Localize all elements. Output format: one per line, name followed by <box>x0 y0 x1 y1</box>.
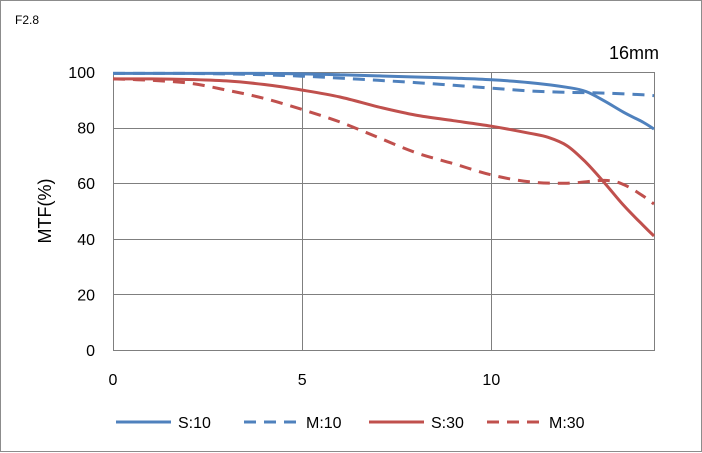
series-line-s-30 <box>113 77 656 238</box>
x-tick-label: 0 <box>109 372 118 389</box>
series-line-m-10 <box>113 71 655 98</box>
legend-label-s-30: S:30 <box>431 415 464 432</box>
y-axis-title: MTF(%) <box>35 179 55 244</box>
legend-label-s-10: S:10 <box>178 415 211 432</box>
y-tick-label: 20 <box>77 287 95 304</box>
y-tick-label: 0 <box>86 343 95 360</box>
x-tick-label: 10 <box>482 372 500 389</box>
y-tick-label: 80 <box>77 121 95 138</box>
series-layer <box>112 71 656 238</box>
y-tick-label: 100 <box>68 65 95 82</box>
aperture-label: F2.8 <box>15 13 39 27</box>
legend-label-m-30: M:30 <box>549 415 585 432</box>
x-tick-label: 5 <box>298 372 307 389</box>
x-tick-labels: 0 5 10 <box>109 372 501 389</box>
legend-label-m-10: M:10 <box>306 415 342 432</box>
grid-layer <box>113 72 654 351</box>
chart-title: 16mm <box>609 43 659 63</box>
y-tick-label: 60 <box>77 176 95 193</box>
plot-area-border <box>113 72 655 351</box>
legend: S:10 M:10 S:30 M:30 <box>116 415 585 432</box>
series-line-m-30 <box>112 77 655 206</box>
y-tick-label: 40 <box>77 232 95 249</box>
y-tick-labels: 0 20 40 60 80 100 <box>68 65 95 360</box>
